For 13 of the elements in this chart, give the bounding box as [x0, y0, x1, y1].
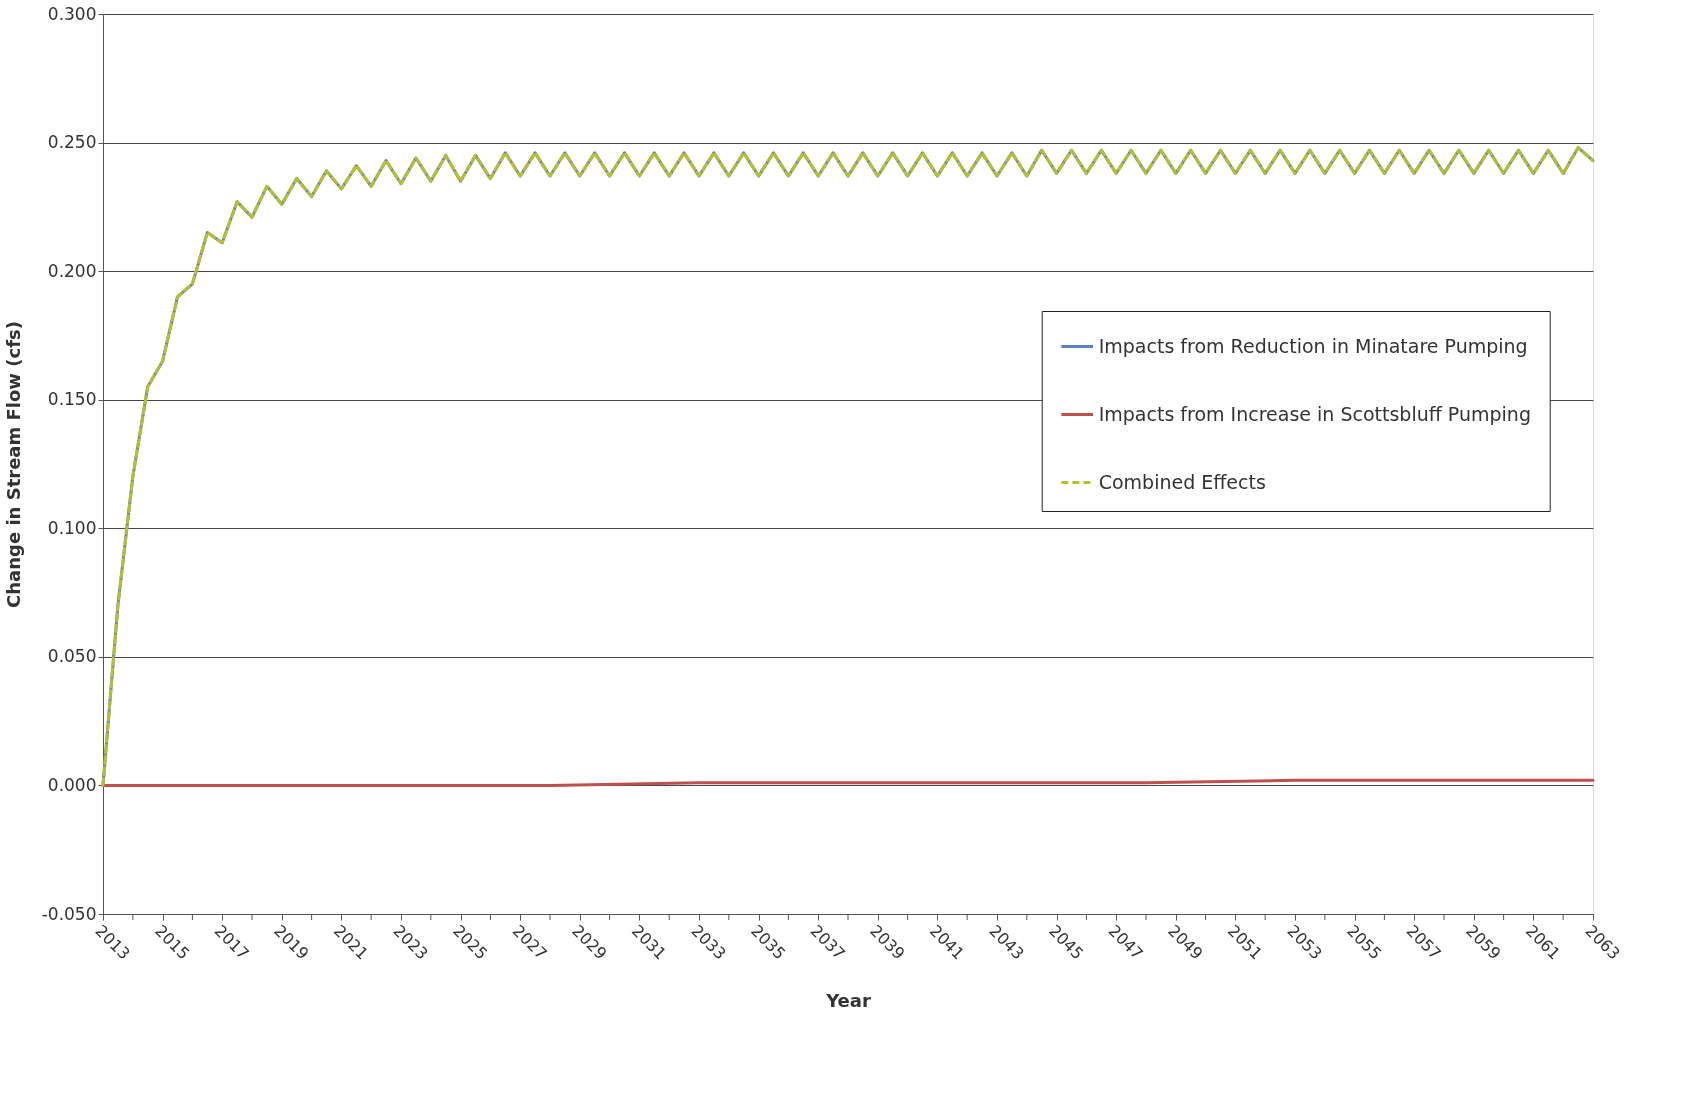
legend-label: Impacts from Reduction in Minatare Pumping	[1098, 334, 1528, 357]
y-tick-label: 0.000	[47, 774, 97, 795]
legend-label: Combined Effects	[1098, 470, 1266, 493]
y-tick-label: -0.050	[41, 903, 97, 924]
y-tick-label: 0.100	[47, 517, 97, 538]
x-axis-title: Year	[825, 989, 871, 1011]
y-tick-label: 0.200	[47, 260, 97, 281]
y-tick-label: 0.250	[47, 132, 97, 153]
y-tick-label: 0.150	[47, 389, 97, 410]
legend-label: Impacts from Increase in Scottsbluff Pumping	[1098, 402, 1531, 425]
y-tick-label: 0.300	[47, 3, 97, 24]
y-axis-title: Change in Stream Flow (cfs)	[2, 321, 24, 608]
y-tick-label: 0.050	[47, 646, 97, 667]
